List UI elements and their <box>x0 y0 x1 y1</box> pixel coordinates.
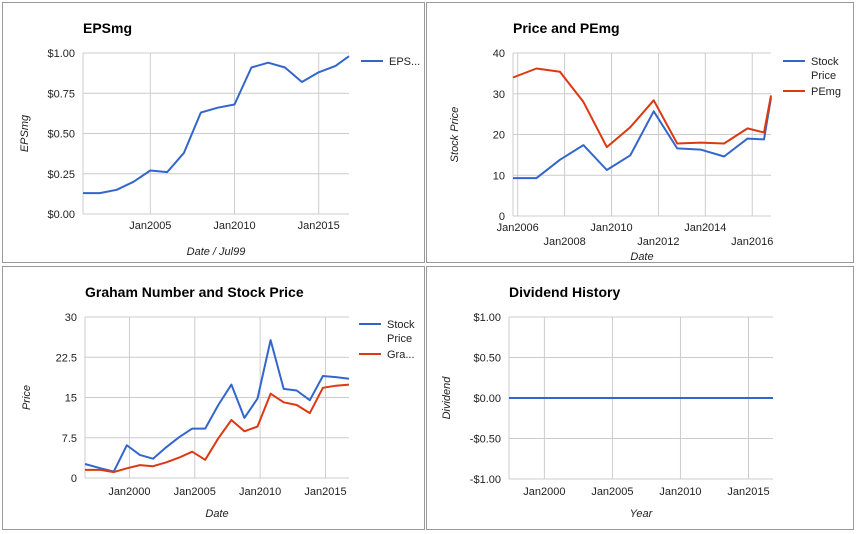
x-tick-label: Jan2010 <box>659 486 701 498</box>
legend-label: Stock <box>387 319 415 331</box>
x-tick-label: Jan2016 <box>731 236 773 248</box>
x-tick-label: Jan2015 <box>727 486 769 498</box>
chart-title: EPSmg <box>83 20 132 36</box>
x-tick-label: Jan2015 <box>298 220 340 232</box>
legend-item-stock-price[interactable]: Stock Price <box>359 319 415 345</box>
y-tick-label: $1.00 <box>473 312 501 324</box>
y-tick-label: -$1.00 <box>470 474 501 486</box>
series-line-stock-price <box>513 97 772 180</box>
legend-item-gra[interactable]: Gra... <box>359 349 415 361</box>
x-tick-label: Jan2014 <box>684 222 726 234</box>
y-tick-label: 30 <box>493 89 505 101</box>
y-tick-label: -$0.50 <box>470 434 501 446</box>
legend-item-eps[interactable]: EPS... <box>361 56 420 68</box>
y-axis-title: EPSmg <box>19 114 31 152</box>
legend-label: Price <box>387 333 412 345</box>
legend-item-pemg[interactable]: PEmg <box>783 86 841 98</box>
y-tick-label: 20 <box>493 130 505 142</box>
y-axis-title: Dividend <box>441 376 453 420</box>
graham-chart-panel: Graham Number and Stock Price 0 7.5 15 22.5 3… <box>2 266 425 530</box>
y-tick-label: $0.75 <box>47 88 75 100</box>
y-axis-title: Price <box>21 385 33 410</box>
x-tick-label: Jan2006 <box>497 222 539 234</box>
y-tick-label: 7.5 <box>62 433 77 445</box>
y-tick-label: $0.50 <box>473 353 501 365</box>
legend-label: EPS... <box>389 56 420 68</box>
y-axis-title: Stock Price <box>449 107 461 163</box>
x-axis-title: Date <box>630 251 653 263</box>
eps-chart-panel: EPSmg $0.00 $0.25 $0.50 $0.75 $1.00 Jan2005 Jan… <box>2 2 425 263</box>
price-pe-chart: Price and PEmg 0 10 20 30 40 Jan2006 Jan2008 Jan… <box>449 20 841 263</box>
y-tick-label: 10 <box>493 170 505 182</box>
y-tick-label: 40 <box>493 48 505 60</box>
x-tick-label: Jan2000 <box>523 486 565 498</box>
eps-chart: EPSmg $0.00 $0.25 $0.50 $0.75 $1.00 Jan2005 Jan… <box>19 20 420 258</box>
y-tick-label: 0 <box>71 473 77 485</box>
series-line-gra <box>85 383 350 474</box>
legend-label: PEmg <box>811 86 841 98</box>
legend-item-stock-price[interactable]: Stock Price <box>783 56 839 82</box>
graham-chart: Graham Number and Stock Price 0 7.5 15 22.5 3… <box>21 284 415 520</box>
dividend-chart-panel: Dividend History -$1.00 -$0.50 $0.00 $0.50 $1… <box>426 266 854 530</box>
x-tick-label: Jan2015 <box>304 486 346 498</box>
x-tick-label: Jan2008 <box>543 236 585 248</box>
x-axis-title: Date / Jul99 <box>187 246 246 258</box>
y-tick-label: $0.50 <box>47 129 75 141</box>
y-tick-label: $0.25 <box>47 169 75 181</box>
y-tick-label: $0.00 <box>473 393 501 405</box>
x-tick-label: Jan2012 <box>637 236 679 248</box>
x-tick-label: Jan2000 <box>108 486 150 498</box>
chart-title: Graham Number and Stock Price <box>85 284 304 300</box>
x-tick-label: Jan2010 <box>213 220 255 232</box>
series-line-pemg <box>512 67 772 149</box>
y-tick-label: 22.5 <box>56 352 77 364</box>
y-tick-label: $0.00 <box>47 209 75 221</box>
gridlines <box>84 316 349 479</box>
x-tick-label: Jan2005 <box>174 486 216 498</box>
x-tick-label: Jan2005 <box>591 486 633 498</box>
x-tick-label: Jan2010 <box>239 486 281 498</box>
y-tick-label: 30 <box>65 312 77 324</box>
legend-label: Gra... <box>387 349 415 361</box>
dividend-chart: Dividend History -$1.00 -$0.50 $0.00 $0.50 $1… <box>441 284 774 520</box>
x-tick-label: Jan2010 <box>590 222 632 234</box>
chart-title: Price and PEmg <box>513 20 620 36</box>
y-tick-label: $1.00 <box>47 48 75 60</box>
x-axis-title: Year <box>630 508 654 520</box>
y-tick-label: 0 <box>499 211 505 223</box>
x-tick-label: Jan2005 <box>129 220 171 232</box>
gridlines <box>82 52 349 215</box>
legend-label: Stock <box>811 56 839 68</box>
series-line-stock-price <box>84 339 350 473</box>
x-axis-title: Date <box>205 508 228 520</box>
chart-title: Dividend History <box>509 284 620 300</box>
price-pe-chart-panel: Price and PEmg 0 10 20 30 40 Jan2006 Jan2008 Jan… <box>426 2 854 263</box>
legend-label: Price <box>811 70 836 82</box>
y-tick-label: 15 <box>65 393 77 405</box>
series-line-eps <box>83 55 350 195</box>
